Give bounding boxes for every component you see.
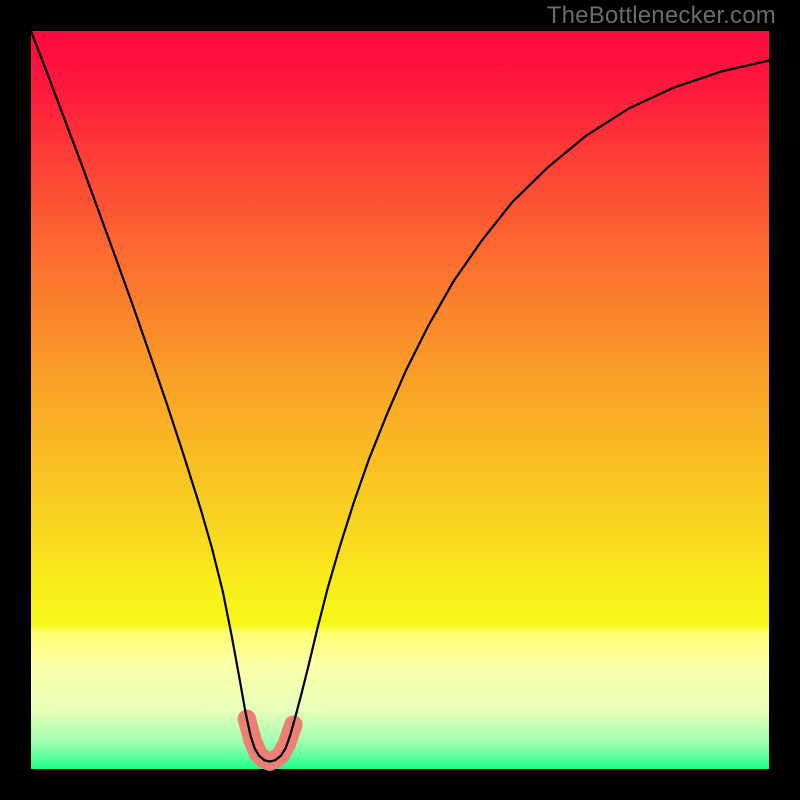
- watermark-label: TheBottlenecker.com: [547, 2, 776, 30]
- bottleneck-curve: [31, 31, 769, 762]
- chart-svg-layer: [0, 0, 800, 800]
